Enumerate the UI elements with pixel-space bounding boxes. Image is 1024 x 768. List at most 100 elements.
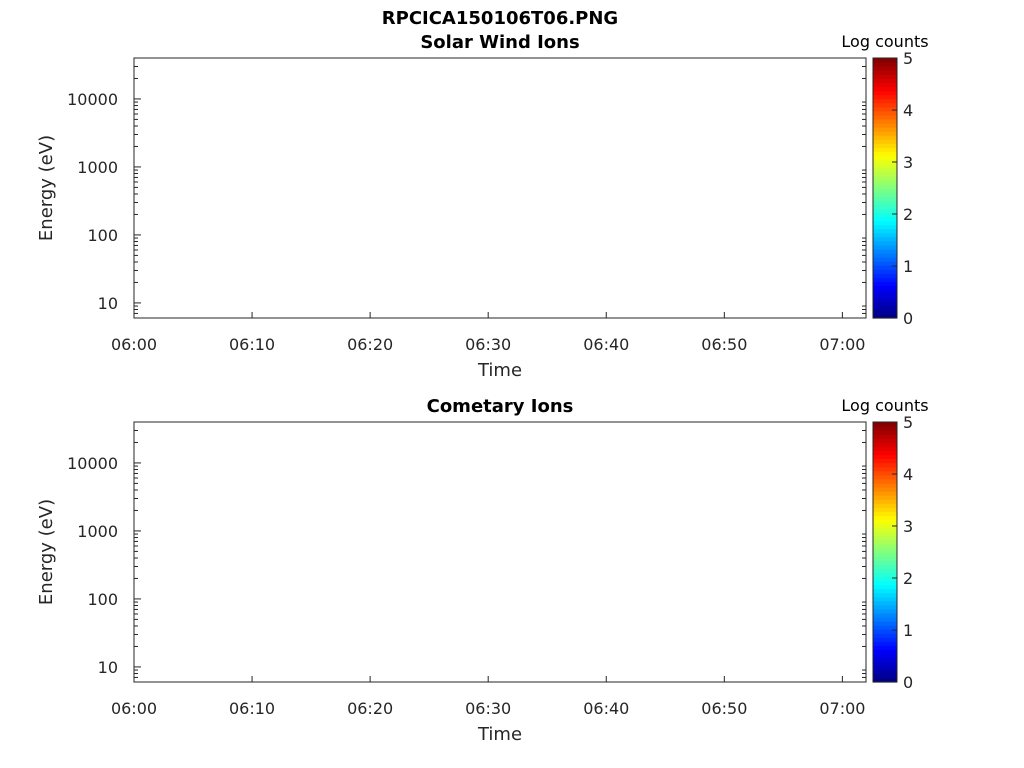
x-tick-label: 06:20 xyxy=(347,335,393,354)
x-tick-label: 06:30 xyxy=(465,699,511,718)
colorbar-segment xyxy=(873,123,897,128)
colorbar-segment xyxy=(873,600,897,606)
colorbar-segment xyxy=(873,277,897,283)
colorbar-segment xyxy=(873,617,897,622)
y-axis-label: Energy (eV) xyxy=(36,499,57,605)
x-tick-label: 06:10 xyxy=(229,335,275,354)
colorbar-segment xyxy=(873,649,897,655)
colorbar-segment xyxy=(873,580,897,586)
colorbar-segment xyxy=(873,430,897,435)
colorbar-segment xyxy=(873,629,897,634)
colorbar-segment xyxy=(873,657,897,663)
colorbar-segment xyxy=(873,454,897,460)
x-tick-label: 06:40 xyxy=(583,699,629,718)
colorbar-tick-label: 0 xyxy=(903,673,913,692)
colorbar-segment xyxy=(873,543,897,549)
colorbar-segment xyxy=(873,102,897,108)
colorbar-segment xyxy=(873,289,897,295)
colorbar-tick-label: 4 xyxy=(903,101,913,120)
axes-frame xyxy=(133,421,867,683)
colorbar-segment xyxy=(873,539,897,545)
y-tick-label: 10000 xyxy=(67,90,118,109)
colorbar-segment xyxy=(873,281,897,287)
colorbar-segment xyxy=(873,309,897,315)
colorbar-segment xyxy=(873,422,897,427)
colorbar-segment xyxy=(873,523,897,529)
colorbar-segment xyxy=(873,466,897,472)
colorbar-segment xyxy=(873,94,897,100)
panel-1: 06:00 06:10 06:20 06:30 06:40 06:50 07:0010100… xyxy=(36,32,929,381)
colorbar-segment xyxy=(873,519,897,525)
colorbar-segment xyxy=(873,478,897,484)
colorbar-segment xyxy=(873,200,897,205)
colorbar-tick-label: 3 xyxy=(903,153,913,172)
colorbar-segment xyxy=(873,568,897,573)
colorbar-segment xyxy=(873,560,897,565)
colorbar-segment xyxy=(873,621,897,626)
x-tick-label: 06:10 xyxy=(229,699,275,718)
colorbar-segment xyxy=(873,604,897,610)
colorbar-segment xyxy=(873,244,897,250)
plot-area xyxy=(134,422,866,682)
colorbar-segment xyxy=(873,592,897,598)
colorbar-segment xyxy=(873,232,897,238)
axes-frame xyxy=(133,57,867,319)
colorbar-segment xyxy=(873,110,897,116)
colorbar-tick-label: 2 xyxy=(903,569,913,588)
colorbar-segment xyxy=(873,669,897,675)
x-tick-label: 06:00 xyxy=(111,335,157,354)
colorbar-frame xyxy=(872,421,898,683)
colorbar-segment xyxy=(873,224,897,230)
colorbar-segment xyxy=(873,216,897,222)
colorbar-segment xyxy=(873,175,897,181)
colorbar-segment xyxy=(873,183,897,189)
colorbar-segment xyxy=(873,74,897,79)
colorbar-segment xyxy=(873,503,897,508)
colorbar-tick-label: 4 xyxy=(903,465,913,484)
panel-title: Solar Wind Ions xyxy=(420,32,579,53)
colorbar-segment xyxy=(873,487,897,492)
colorbar-segment xyxy=(873,442,897,447)
colorbar-segment xyxy=(873,633,897,638)
x-tick-label: 06:30 xyxy=(465,335,511,354)
colorbar-segment xyxy=(873,118,897,124)
colorbar-segment xyxy=(873,131,897,136)
colorbar-segment xyxy=(873,665,897,671)
colorbar-segment xyxy=(873,458,897,464)
x-tick-label: 06:00 xyxy=(111,699,157,718)
colorbar-segment xyxy=(873,257,897,262)
colorbar-segment xyxy=(873,151,897,157)
colorbar-segment xyxy=(873,66,897,71)
x-axis-label: Time xyxy=(477,724,522,745)
colorbar-title: Log counts xyxy=(841,396,928,415)
colorbar-segment xyxy=(873,499,897,504)
colorbar-segment xyxy=(873,608,897,614)
colorbar-segment xyxy=(873,515,897,521)
colorbar-segment xyxy=(873,673,897,679)
colorbar-segment xyxy=(873,552,897,557)
colorbar-segment xyxy=(873,596,897,602)
colorbar-segment xyxy=(873,446,897,452)
colorbar-segment xyxy=(873,261,897,266)
colorbar-tick-label: 1 xyxy=(903,257,913,276)
x-axis-label: Time xyxy=(477,360,522,381)
colorbar-segment xyxy=(873,58,897,63)
colorbar-tick-label: 3 xyxy=(903,517,913,536)
colorbar-segment xyxy=(873,653,897,659)
colorbar-segment xyxy=(873,572,897,577)
y-axis-label: Energy (eV) xyxy=(36,135,57,241)
colorbar-segment xyxy=(873,155,897,161)
colorbar-segment xyxy=(873,677,897,683)
colorbar-segment xyxy=(873,236,897,242)
colorbar-segment xyxy=(873,641,897,647)
colorbar-segment xyxy=(873,127,897,132)
x-tick-label: 06:50 xyxy=(701,699,747,718)
colorbar-segment xyxy=(873,62,897,67)
colorbar-frame xyxy=(872,57,898,319)
colorbar-segment xyxy=(873,637,897,642)
colorbar-segment xyxy=(873,220,897,226)
colorbar-segment xyxy=(873,507,897,512)
